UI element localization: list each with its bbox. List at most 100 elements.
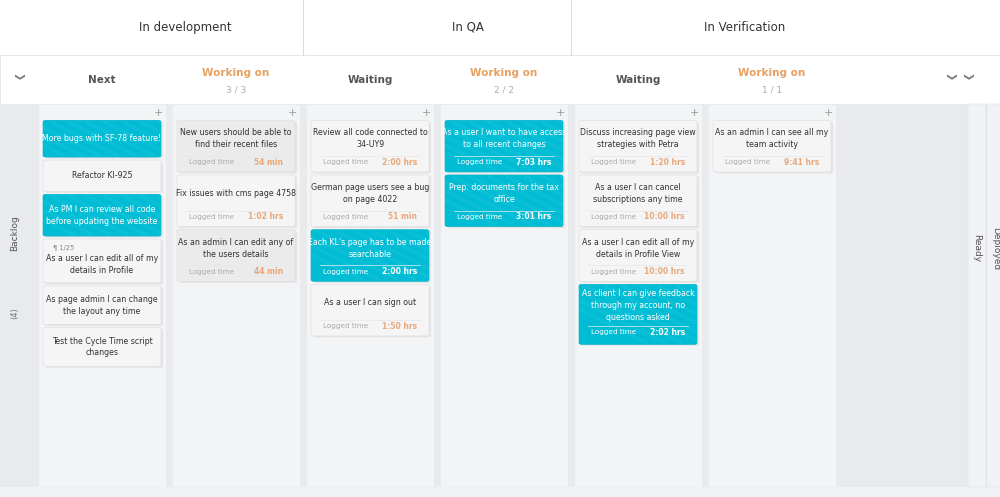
Text: Waiting: Waiting [347, 75, 393, 84]
FancyBboxPatch shape [43, 286, 161, 325]
FancyBboxPatch shape [0, 0, 1000, 55]
Text: 7:03 hrs: 7:03 hrs [516, 158, 551, 167]
Text: +: + [287, 108, 297, 118]
Text: Next: Next [88, 75, 116, 84]
Text: Refactor KI-925: Refactor KI-925 [72, 171, 132, 180]
Text: Logged time: Logged time [189, 214, 234, 220]
Text: Logged time: Logged time [457, 160, 502, 166]
FancyBboxPatch shape [447, 176, 565, 228]
Text: As a user I want to have access
to all recent changes: As a user I want to have access to all r… [442, 128, 566, 149]
FancyBboxPatch shape [45, 329, 163, 368]
Text: As client I can give feedback
through my account, no
questions asked: As client I can give feedback through my… [582, 289, 694, 322]
Text: 51 min: 51 min [388, 213, 417, 222]
Text: Test the Cycle Time script
changes: Test the Cycle Time script changes [52, 336, 152, 357]
FancyBboxPatch shape [0, 55, 1000, 104]
Text: As an admin I can see all my
team activity: As an admin I can see all my team activi… [715, 128, 829, 149]
Text: Logged time: Logged time [591, 269, 636, 275]
Text: Logged time: Logged time [323, 214, 368, 220]
FancyBboxPatch shape [172, 104, 300, 487]
Text: ❯: ❯ [13, 73, 23, 81]
FancyBboxPatch shape [313, 286, 431, 337]
FancyBboxPatch shape [45, 162, 163, 193]
Text: Logged time: Logged time [189, 269, 234, 275]
FancyBboxPatch shape [179, 176, 297, 228]
FancyBboxPatch shape [581, 122, 699, 173]
FancyBboxPatch shape [574, 104, 702, 487]
Text: As a user I can sign out: As a user I can sign out [324, 298, 416, 307]
FancyBboxPatch shape [0, 104, 1000, 487]
FancyBboxPatch shape [581, 286, 699, 346]
FancyBboxPatch shape [306, 104, 434, 487]
Text: Logged time: Logged time [591, 214, 636, 220]
FancyBboxPatch shape [713, 120, 831, 172]
Text: 44 min: 44 min [254, 267, 283, 276]
FancyBboxPatch shape [447, 122, 565, 173]
Text: German page users see a bug
on page 4022: German page users see a bug on page 4022 [311, 183, 429, 204]
Text: In Verification: In Verification [704, 21, 786, 34]
Text: 2 / 2: 2 / 2 [494, 86, 514, 95]
Text: As PM I can review all code
before updating the website: As PM I can review all code before updat… [46, 205, 158, 226]
Text: Discuss increasing page view
strategies with Petra: Discuss increasing page view strategies … [580, 128, 696, 149]
Text: Fix issues with cms page 4758: Fix issues with cms page 4758 [176, 189, 296, 198]
Text: New users should be able to
find their recent files: New users should be able to find their r… [180, 128, 292, 149]
Text: Working on: Working on [470, 68, 538, 78]
Text: As an admin I can edit any of
the users details: As an admin I can edit any of the users … [178, 238, 294, 258]
Text: 3 / 3: 3 / 3 [226, 86, 246, 95]
FancyBboxPatch shape [177, 175, 295, 227]
Text: 1 / 1: 1 / 1 [762, 86, 782, 95]
Text: Logged time: Logged time [323, 160, 368, 166]
FancyBboxPatch shape [38, 104, 166, 487]
Text: 10:00 hrs: 10:00 hrs [644, 267, 685, 276]
FancyBboxPatch shape [43, 239, 161, 283]
FancyBboxPatch shape [43, 160, 161, 191]
FancyBboxPatch shape [581, 231, 699, 283]
FancyBboxPatch shape [579, 175, 697, 227]
FancyBboxPatch shape [177, 230, 295, 281]
Text: 2:00 hrs: 2:00 hrs [382, 158, 417, 167]
Text: As page admin I can change
the layout any time: As page admin I can change the layout an… [46, 295, 158, 316]
Text: Logged time: Logged time [457, 214, 502, 220]
Text: 9:41 hrs: 9:41 hrs [784, 158, 819, 167]
FancyBboxPatch shape [311, 175, 429, 227]
Text: 3:01 hrs: 3:01 hrs [516, 213, 551, 222]
Text: Backlog: Backlog [10, 216, 20, 251]
FancyBboxPatch shape [440, 104, 568, 487]
Text: 10:00 hrs: 10:00 hrs [644, 213, 685, 222]
FancyBboxPatch shape [43, 194, 161, 236]
Text: Logged time: Logged time [189, 160, 234, 166]
Text: +: + [689, 108, 699, 118]
FancyBboxPatch shape [313, 176, 431, 228]
Text: 2:02 hrs: 2:02 hrs [650, 328, 685, 337]
FancyBboxPatch shape [179, 122, 297, 173]
FancyBboxPatch shape [579, 230, 697, 281]
FancyBboxPatch shape [968, 104, 986, 487]
Text: Logged time: Logged time [323, 269, 368, 275]
Text: As a user I can cancel
subscriptions any time: As a user I can cancel subscriptions any… [593, 183, 683, 204]
Text: +: + [421, 108, 431, 118]
FancyBboxPatch shape [581, 176, 699, 228]
Text: Logged time: Logged time [591, 160, 636, 166]
Text: Working on: Working on [738, 68, 806, 78]
FancyBboxPatch shape [177, 120, 295, 172]
Text: As a user I can edit all of my
details in Profile: As a user I can edit all of my details i… [46, 254, 158, 274]
Text: Working on: Working on [202, 68, 270, 78]
FancyBboxPatch shape [43, 120, 161, 157]
FancyBboxPatch shape [313, 122, 431, 173]
FancyBboxPatch shape [445, 120, 563, 172]
FancyBboxPatch shape [43, 328, 161, 366]
FancyBboxPatch shape [579, 284, 697, 344]
Text: 54 min: 54 min [254, 158, 283, 167]
Text: Prep. documents for the tax
office: Prep. documents for the tax office [449, 183, 559, 204]
Text: (4): (4) [10, 307, 20, 319]
Text: 1:50 hrs: 1:50 hrs [382, 322, 417, 331]
FancyBboxPatch shape [45, 122, 163, 159]
FancyBboxPatch shape [45, 196, 163, 238]
Text: +: + [823, 108, 833, 118]
Text: Logged time: Logged time [725, 160, 770, 166]
FancyBboxPatch shape [715, 122, 833, 173]
Text: +: + [153, 108, 163, 118]
Text: ❯: ❯ [962, 73, 972, 81]
Text: 1:20 hrs: 1:20 hrs [650, 158, 685, 167]
Text: Waiting: Waiting [615, 75, 661, 84]
Text: Review all code connected to
34-UY9: Review all code connected to 34-UY9 [313, 128, 427, 149]
